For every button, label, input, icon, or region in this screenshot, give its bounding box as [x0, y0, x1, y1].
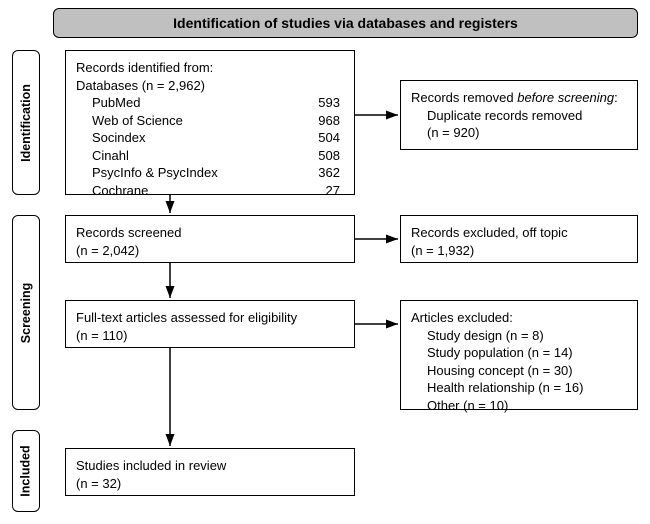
db-count: 504 — [318, 129, 340, 147]
identified-db-row: PsycInfo & PsycIndex 362 — [76, 164, 344, 182]
box-excluded-articles: Articles excluded: Study design (n = 8)S… — [400, 300, 638, 410]
excluded-article-row: Other (n = 10) — [411, 397, 627, 415]
diagram-header-title: Identification of studies via databases … — [173, 15, 518, 31]
removed-line2: Duplicate records removed — [411, 107, 627, 125]
db-label: PubMed — [92, 94, 140, 112]
identified-db-row: Web of Science 968 — [76, 112, 344, 130]
included-line1: Studies included in review — [76, 457, 344, 475]
identified-db-row: Cinahl 508 — [76, 147, 344, 165]
identified-total: Databases (n = 2,962) — [76, 77, 344, 95]
stage-included: Included — [12, 430, 40, 512]
excluded-article-row: Health relationship (n = 16) — [411, 379, 627, 397]
removed-line3: (n = 920) — [411, 124, 627, 142]
box-screened: Records screened (n = 2,042) — [65, 215, 355, 263]
excluded-article-row: Housing concept (n = 30) — [411, 362, 627, 380]
excluded-articles-list: Study design (n = 8)Study population (n … — [411, 327, 627, 415]
identified-db-row: Socindex 504 — [76, 129, 344, 147]
db-label: Web of Science — [92, 112, 183, 130]
identified-db-list: PubMed593Web of Science968Socindex504Cin… — [76, 94, 344, 199]
fulltext-line1: Full-text articles assessed for eligibil… — [76, 309, 344, 327]
db-count: 593 — [318, 94, 340, 112]
stage-screening: Screening — [12, 215, 40, 410]
db-count: 968 — [318, 112, 340, 130]
included-line2: (n = 32) — [76, 475, 344, 493]
identified-header: Records identified from: — [76, 59, 344, 77]
db-count: 362 — [318, 164, 340, 182]
db-count: 27 — [326, 182, 340, 200]
excluded-topic-line2: (n = 1,932) — [411, 242, 627, 260]
excluded-article-row: Study design (n = 8) — [411, 327, 627, 345]
identified-db-row: Cochrane 27 — [76, 182, 344, 200]
box-included: Studies included in review (n = 32) — [65, 448, 355, 496]
db-label: PsycInfo & PsycIndex — [92, 164, 218, 182]
removed-line1: Records removed before screening: — [411, 89, 627, 107]
diagram-header: Identification of studies via databases … — [53, 8, 638, 38]
db-label: Cochrane — [92, 182, 148, 200]
db-label: Socindex — [92, 129, 145, 147]
box-fulltext: Full-text articles assessed for eligibil… — [65, 300, 355, 348]
excluded-article-row: Study population (n = 14) — [411, 344, 627, 362]
excluded-topic-line1: Records excluded, off topic — [411, 224, 627, 242]
screened-line2: (n = 2,042) — [76, 242, 344, 260]
box-identified: Records identified from: Databases (n = … — [65, 50, 355, 195]
excluded-articles-header: Articles excluded: — [411, 309, 627, 327]
db-label: Cinahl — [92, 147, 129, 165]
box-excluded-topic: Records excluded, off topic (n = 1,932) — [400, 215, 638, 263]
stage-screening-label: Screening — [19, 282, 33, 342]
stage-included-label: Included — [19, 445, 33, 496]
stage-identification: Identification — [12, 50, 40, 195]
box-removed: Records removed before screening: Duplic… — [400, 80, 638, 150]
db-count: 508 — [318, 147, 340, 165]
screened-line1: Records screened — [76, 224, 344, 242]
fulltext-line2: (n = 110) — [76, 327, 344, 345]
identified-db-row: PubMed 593 — [76, 94, 344, 112]
stage-identification-label: Identification — [19, 84, 33, 162]
